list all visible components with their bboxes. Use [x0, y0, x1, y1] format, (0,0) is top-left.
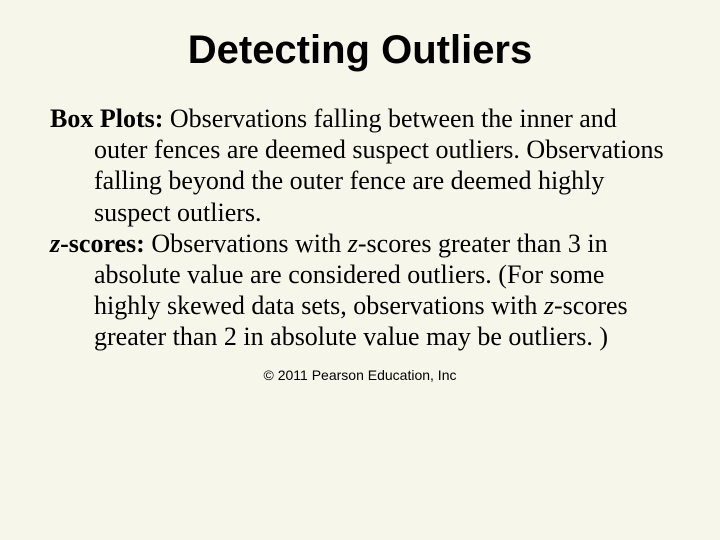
- paragraph-z-scores: z-scores: Observations with z-scores gre…: [50, 228, 670, 353]
- slide-body: Box Plots: Observations falling between …: [50, 103, 670, 353]
- text-box-plots: Observations falling between the inner a…: [94, 104, 664, 227]
- text-z-seg0: Observations with: [145, 229, 348, 258]
- term-z-suffix: -scores:: [60, 229, 145, 258]
- paragraph-box-plots: Box Plots: Observations falling between …: [50, 103, 670, 228]
- term-z-scores: z-scores:: [50, 229, 145, 258]
- text-z-seg3: z: [544, 291, 554, 320]
- term-z-italic: z: [50, 229, 60, 258]
- slide: Detecting Outliers Box Plots: Observatio…: [0, 0, 720, 540]
- copyright-footer: © 2011 Pearson Education, Inc: [50, 367, 670, 383]
- text-z-seg1: z: [348, 229, 358, 258]
- slide-title: Detecting Outliers: [50, 28, 670, 73]
- term-box-plots: Box Plots:: [50, 104, 163, 133]
